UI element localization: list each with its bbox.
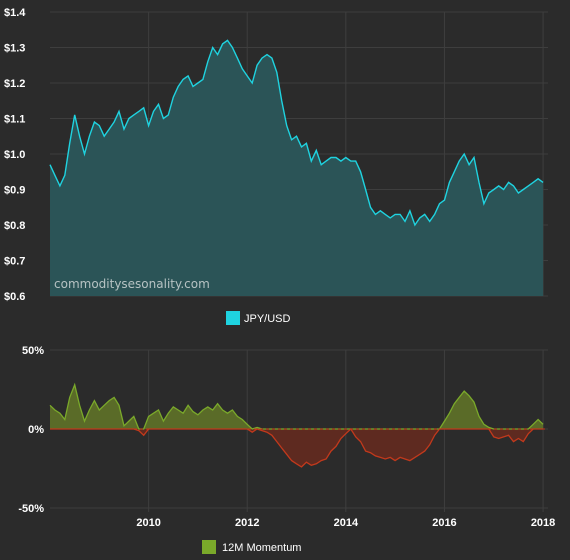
watermark: commoditysesonality.com	[54, 277, 210, 291]
price-y-tick-label: $0.6	[4, 291, 25, 303]
price-y-tick-label: $1.2	[4, 78, 25, 90]
price-y-tick-label: $1.1	[4, 114, 25, 126]
x-tick-label: 2012	[235, 517, 259, 529]
x-tick-label: 2016	[432, 517, 456, 529]
x-tick-label: 2010	[136, 517, 160, 529]
price-y-tick-label: $1.4	[4, 7, 26, 19]
price-series-line	[49, 39, 544, 227]
momentum-y-tick-label: -50%	[18, 503, 44, 515]
momentum-legend-label: 12M Momentum	[222, 542, 301, 554]
x-axis: 2010 2012 2014 2016 2018	[136, 517, 555, 529]
x-tick-label: 2014	[334, 517, 359, 529]
price-legend-label: JPY/USD	[244, 313, 291, 325]
price-legend-swatch	[226, 311, 240, 325]
x-tick-label: 2018	[531, 517, 555, 529]
price-y-tick-label: $0.7	[4, 256, 25, 268]
momentum-positive-area	[50, 384, 544, 429]
price-y-tick-label: $1.0	[4, 149, 25, 161]
momentum-legend-swatch	[202, 540, 216, 554]
price-area-fill	[50, 40, 544, 297]
price-y-tick-label: $0.8	[4, 220, 25, 232]
momentum-legend[interactable]: 12M Momentum	[202, 540, 301, 554]
price-legend[interactable]: JPY/USD	[226, 311, 291, 325]
price-y-tick-label: $1.3	[4, 43, 25, 55]
price-y-axis: $1.4 $1.3 $1.2 $1.1 $1.0 $0.9 $0.8 $0.7 $0.6	[4, 7, 26, 303]
price-y-tick-label: $0.9	[4, 185, 25, 197]
momentum-y-tick-label: 0%	[28, 424, 44, 436]
momentum-y-axis: 50% 0% -50%	[18, 345, 44, 515]
momentum-negative-area	[50, 429, 544, 467]
momentum-y-tick-label: 50%	[22, 345, 44, 357]
